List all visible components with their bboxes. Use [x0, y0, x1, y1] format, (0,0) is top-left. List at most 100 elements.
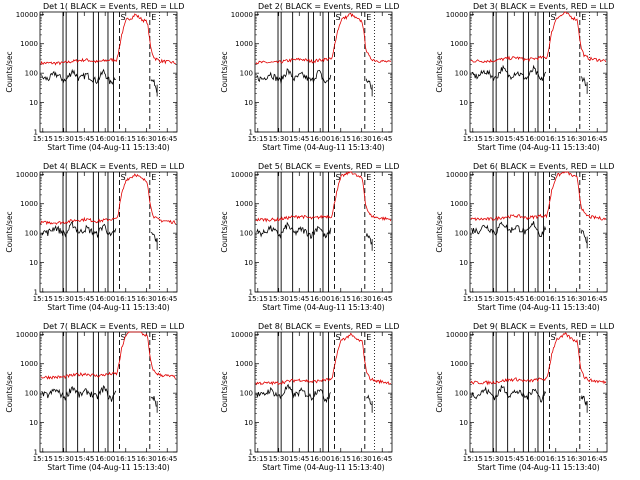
events-series-line-post [150, 79, 158, 93]
y-tick-label: 10 [244, 419, 253, 427]
y-tick-label: 100 [240, 70, 253, 78]
x-tick-label: 15:45 [74, 135, 94, 143]
y-tick-label: 10 [459, 99, 468, 107]
x-tick-label: 15:45 [289, 455, 309, 463]
x-tick-label: 15:30 [54, 455, 74, 463]
x-tick-label: 16:30 [137, 135, 157, 143]
x-tick-label: 16:45 [587, 135, 607, 143]
x-tick-label: 15:45 [74, 295, 94, 303]
panel-title: Det 6( BLACK = Events, RED = LLD [473, 162, 614, 171]
end-marker-label: E [151, 173, 156, 182]
lld-series-line [40, 13, 176, 66]
start-marker-label: S [121, 13, 126, 22]
y-tick-label: 10000 [231, 171, 253, 179]
lld-series-line [470, 332, 607, 386]
x-tick-label: 16:00 [95, 135, 115, 143]
x-tick-label: 16:00 [310, 135, 330, 143]
start-marker-label: S [121, 333, 126, 342]
panel-3: Det 3( BLACK = Events, RED = LLD 1 10 100 10… [435, 2, 614, 152]
x-tick-label: 16:00 [525, 135, 545, 143]
x-tick-label: 15:45 [289, 135, 309, 143]
x-axis-label: Start Time (04-Aug-11 15:13:40) [477, 303, 599, 312]
x-tick-label: 16:15 [331, 135, 351, 143]
x-tick-label: 16:15 [331, 455, 351, 463]
x-tick-label: 16:00 [310, 455, 330, 463]
y-tick-label: 10 [29, 419, 38, 427]
x-tick-label: 16:30 [352, 135, 372, 143]
x-tick-label: 16:45 [372, 135, 392, 143]
x-tick-label: 16:45 [587, 295, 607, 303]
y-tick-label: 10 [244, 259, 253, 267]
y-axis-label: Counts/sec [220, 211, 229, 252]
panel-title: Det 1( BLACK = Events, RED = LLD [43, 2, 184, 11]
x-tick-label: 15:30 [484, 135, 504, 143]
x-tick-label: 16:45 [157, 135, 177, 143]
start-marker-label: S [551, 173, 556, 182]
x-axis-label: Start Time (04-Aug-11 15:13:40) [47, 463, 169, 472]
y-tick-label: 10000 [16, 171, 38, 179]
end-marker-label: E [581, 173, 586, 182]
x-tick-label: 15:45 [504, 135, 524, 143]
y-tick-label: 10000 [16, 331, 38, 339]
y-tick-label: 1 [249, 129, 253, 137]
y-axis-label: Counts/sec [220, 371, 229, 412]
x-tick-label: 15:30 [54, 295, 74, 303]
start-marker-label: S [121, 173, 126, 182]
y-tick-label: 1 [34, 129, 38, 137]
y-tick-label: 1000 [450, 360, 468, 368]
panel-8: Det 8( BLACK = Events, RED = LLD 1 10 100 10… [220, 322, 399, 472]
y-tick-label: 100 [455, 230, 468, 238]
y-tick-label: 100 [25, 70, 38, 78]
y-tick-label: 1000 [450, 40, 468, 48]
y-tick-label: 1 [34, 289, 38, 297]
x-tick-label: 15:15 [248, 135, 268, 143]
panel-7: Det 7( BLACK = Events, RED = LLD 1 10 100 10… [5, 322, 184, 472]
plot-frame [254, 171, 393, 293]
x-tick-label: 15:30 [54, 135, 74, 143]
y-tick-label: 100 [240, 230, 253, 238]
events-series-line-post [580, 229, 588, 244]
y-tick-label: 10000 [446, 171, 468, 179]
x-tick-label: 15:30 [484, 455, 504, 463]
x-tick-label: 15:45 [289, 295, 309, 303]
y-axis-label: Counts/sec [435, 211, 444, 252]
events-series-line-pre [256, 383, 332, 404]
y-tick-label: 10 [29, 99, 38, 107]
y-axis-label: Counts/sec [435, 371, 444, 412]
y-axis-label: Counts/sec [220, 51, 229, 92]
x-tick-label: 16:45 [157, 455, 177, 463]
lld-series-line [255, 171, 392, 223]
y-tick-label: 1000 [20, 360, 38, 368]
events-series-line-pre [41, 385, 117, 402]
panel-4: Det 4( BLACK = Events, RED = LLD 1 10 100 10… [5, 162, 184, 312]
x-tick-label: 15:15 [248, 455, 268, 463]
y-tick-label: 1000 [235, 200, 253, 208]
x-tick-label: 16:15 [546, 135, 566, 143]
events-series-line-pre [256, 68, 332, 84]
panel-9: Det 9( BLACK = Events, RED = LLD 1 10 100 10… [435, 322, 614, 472]
lld-series-line [40, 173, 177, 226]
x-tick-label: 15:15 [248, 295, 268, 303]
plot-frame [469, 171, 608, 293]
events-series-line-pre [41, 220, 117, 239]
x-tick-label: 16:30 [567, 295, 587, 303]
events-series-line-post [580, 394, 588, 406]
y-tick-label: 100 [240, 390, 253, 398]
lld-series-line [255, 12, 392, 65]
start-marker-label: S [551, 333, 556, 342]
end-marker-label: E [151, 333, 156, 342]
x-tick-label: 16:45 [372, 455, 392, 463]
plot-frame [254, 331, 393, 453]
plot-frame [469, 11, 608, 133]
lld-series-line [40, 331, 176, 380]
x-tick-label: 16:45 [372, 295, 392, 303]
events-series-line-pre [41, 68, 117, 85]
x-axis-label: Start Time (04-Aug-11 15:13:40) [262, 303, 384, 312]
panel-title: Det 5( BLACK = Events, RED = LLD [258, 162, 399, 171]
y-tick-label: 10 [459, 259, 468, 267]
x-tick-label: 16:00 [95, 295, 115, 303]
x-tick-label: 16:15 [116, 455, 136, 463]
events-series-line-post [150, 231, 158, 243]
x-tick-label: 15:30 [269, 135, 289, 143]
